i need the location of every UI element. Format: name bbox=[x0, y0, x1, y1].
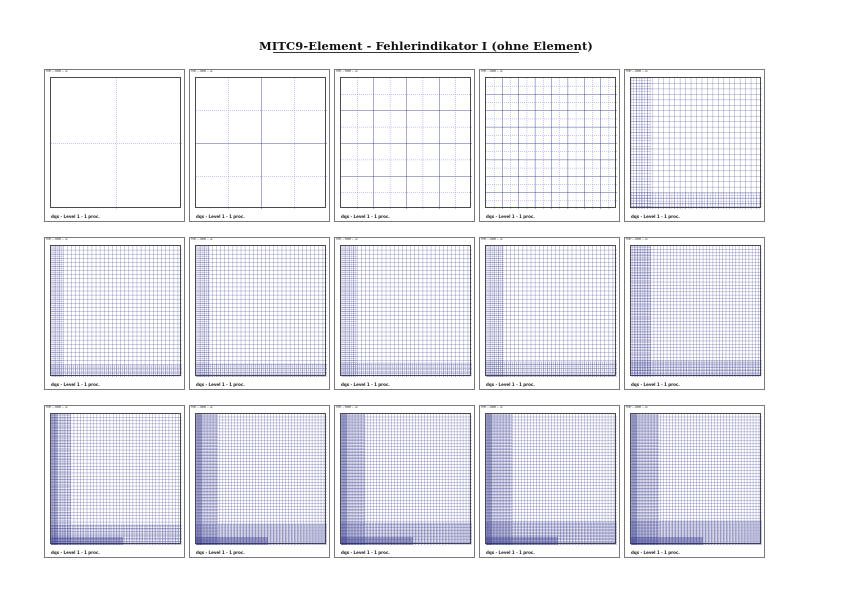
mesh-plot bbox=[50, 245, 183, 378]
mesh-plot bbox=[340, 77, 472, 209]
panel-footer: dqs - Level 1 - 1 proc. bbox=[631, 214, 680, 219]
mesh-plot bbox=[195, 245, 328, 378]
panel-footer: dqs - Level 1 - 1 proc. bbox=[486, 382, 535, 387]
panel-footer: dqs - Level 1 - 1 proc. bbox=[341, 382, 390, 387]
mesh-plot bbox=[630, 413, 763, 546]
mesh-panel: TMH — BMM — ok dqs - Level 1 - 1 proc. bbox=[334, 237, 475, 390]
panel-header: TMH — BMM — ok bbox=[626, 70, 648, 73]
mesh-panel: TMH — BMM — ok dqs - Level 1 - 1 proc. bbox=[479, 405, 620, 558]
panel-header: TMH — BMM — ok bbox=[46, 238, 68, 241]
mesh-plot bbox=[485, 413, 618, 546]
mesh-lines bbox=[341, 78, 472, 209]
mesh-plot bbox=[340, 413, 473, 546]
panel-header: TMH — BMM — ok bbox=[481, 70, 503, 73]
panel-header: TMH — BMM — ok bbox=[191, 238, 213, 241]
mesh-lines bbox=[486, 78, 617, 209]
mesh-panel: TMH — BMM — ok dqs - Level 1 - 1 proc. bbox=[479, 69, 620, 222]
panel-footer: dqs - Level 1 - 1 proc. bbox=[196, 550, 245, 555]
mesh-lines bbox=[196, 78, 327, 209]
mesh-lines bbox=[195, 245, 328, 378]
mesh-plot bbox=[50, 413, 182, 545]
mesh-plot bbox=[630, 77, 762, 209]
mesh-lines bbox=[340, 413, 473, 546]
panel-footer: dqs - Level 1 - 1 proc. bbox=[51, 382, 100, 387]
mesh-lines bbox=[485, 413, 618, 546]
panel-footer: dqs - Level 1 - 1 proc. bbox=[486, 214, 535, 219]
panel-header: TMH — BMM — ok bbox=[481, 238, 503, 241]
mesh-lines bbox=[485, 245, 618, 378]
mesh-plot bbox=[485, 245, 618, 378]
mesh-plot bbox=[50, 77, 182, 209]
panel-footer: dqs - Level 1 - 1 proc. bbox=[631, 550, 680, 555]
mesh-panel: TMH — BMM — ok dqs - Level 1 - 1 proc. bbox=[189, 69, 330, 222]
panel-footer: dqs - Level 1 - 1 proc. bbox=[196, 382, 245, 387]
panel-header: TMH — BMM — ok bbox=[46, 406, 68, 409]
mesh-panel: TMH — BMM — ok dqs - Level 1 - 1 proc. bbox=[44, 237, 185, 390]
mesh-lines bbox=[340, 245, 473, 378]
panel-header: TMH — BMM — ok bbox=[191, 70, 213, 73]
mesh-panel: TMH — BMM — ok dqs - Level 1 - 1 proc. bbox=[334, 69, 475, 222]
mesh-plot bbox=[195, 77, 327, 209]
mesh-plot bbox=[630, 245, 762, 377]
mesh-panel: TMH — BMM — ok dqs - Level 1 - 1 proc. bbox=[624, 405, 765, 558]
panel-header: TMH — BMM — ok bbox=[191, 406, 213, 409]
panel-footer: dqs - Level 1 - 1 proc. bbox=[341, 550, 390, 555]
panel-footer: dqs - Level 1 - 1 proc. bbox=[196, 214, 245, 219]
mesh-panel: TMH — BMM — ok dqs - Level 1 - 1 proc. bbox=[189, 405, 330, 558]
mesh-panel: TMH — BMM — ok dqs - Level 1 - 1 proc. bbox=[334, 405, 475, 558]
mesh-plot bbox=[485, 77, 617, 209]
mesh-plot bbox=[195, 413, 328, 546]
mesh-lines bbox=[50, 413, 182, 545]
mesh-lines bbox=[50, 245, 183, 378]
panel-header: TMH — BMM — ok bbox=[626, 238, 648, 241]
mesh-panel: TMH — BMM — ok dqs - Level 1 - 1 proc. bbox=[44, 405, 185, 558]
mesh-panel: TMH — BMM — ok dqs - Level 1 - 1 proc. bbox=[479, 237, 620, 390]
title-underline bbox=[273, 52, 579, 53]
panel-header: TMH — BMM — ok bbox=[481, 406, 503, 409]
panel-footer: dqs - Level 1 - 1 proc. bbox=[631, 382, 680, 387]
mesh-panel: TMH — BMM — ok dqs - Level 1 - 1 proc. bbox=[624, 69, 765, 222]
mesh-panel: TMH — BMM — ok dqs - Level 1 - 1 proc. bbox=[624, 237, 765, 390]
mesh-lines bbox=[630, 77, 762, 209]
panel-header: TMH — BMM — ok bbox=[626, 406, 648, 409]
mesh-panel: TMH — BMM — ok dqs - Level 1 - 1 proc. bbox=[44, 69, 185, 222]
panel-footer: dqs - Level 1 - 1 proc. bbox=[341, 214, 390, 219]
panel-footer: dqs - Level 1 - 1 proc. bbox=[51, 550, 100, 555]
panel-footer: dqs - Level 1 - 1 proc. bbox=[51, 214, 100, 219]
mesh-lines bbox=[51, 78, 182, 209]
mesh-lines bbox=[195, 413, 328, 546]
page-title: MITC9-Element - Fehlerindikator I (ohne … bbox=[259, 39, 593, 53]
mesh-panel: TMH — BMM — ok dqs - Level 1 - 1 proc. bbox=[189, 237, 330, 390]
panel-header: TMH — BMM — ok bbox=[336, 70, 358, 73]
panel-footer: dqs - Level 1 - 1 proc. bbox=[486, 550, 535, 555]
mesh-lines bbox=[630, 413, 763, 546]
panel-header: TMH — BMM — ok bbox=[46, 70, 68, 73]
mesh-plot bbox=[340, 245, 473, 378]
panel-header: TMH — BMM — ok bbox=[336, 238, 358, 241]
panel-header: TMH — BMM — ok bbox=[336, 406, 358, 409]
mesh-lines bbox=[630, 245, 762, 377]
